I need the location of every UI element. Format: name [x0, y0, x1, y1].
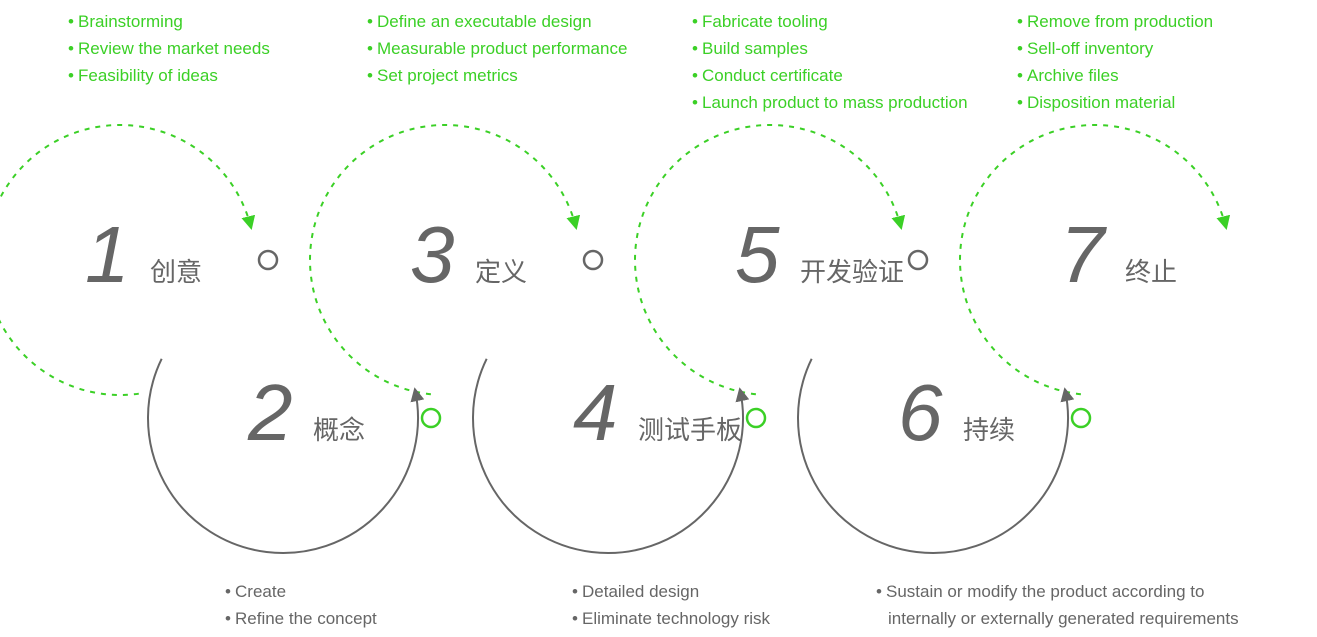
bullet-text: Conduct certificate	[702, 66, 843, 85]
bullet-text: Eliminate technology risk	[582, 609, 770, 628]
stage-label-4: 测试手板	[638, 410, 742, 447]
stage-number-2: 2	[248, 373, 293, 453]
bullet: •Brainstorming	[68, 8, 270, 35]
bullet-text: Detailed design	[582, 582, 699, 601]
bullet: •Refine the concept	[225, 605, 377, 632]
bullet-dot: •	[692, 35, 702, 62]
stage-number-4: 4	[573, 373, 618, 453]
bullet: •Review the market needs	[68, 35, 270, 62]
bullet: internally or externally generated requi…	[870, 605, 1239, 632]
bullet-dot: •	[572, 578, 582, 605]
stage-7-bullets: •Remove from production•Sell-off invento…	[1017, 8, 1213, 116]
bullet: •Remove from production	[1017, 8, 1213, 35]
stage-label-6: 持续	[963, 410, 1015, 447]
bullet-dot: •	[367, 8, 377, 35]
bullet-text: Brainstorming	[78, 12, 183, 31]
stage-1-bullets: •Brainstorming•Review the market needs•F…	[68, 8, 270, 89]
bullet-dot: •	[68, 62, 78, 89]
stage-label-5: 开发验证	[800, 252, 904, 289]
bullet-dot: •	[1017, 62, 1027, 89]
bullet: •Eliminate technology risk	[572, 605, 770, 632]
bullet: •Detailed design	[572, 578, 770, 605]
bullet-dot: •	[692, 8, 702, 35]
process-diagram: 1创意•Brainstorming•Review the market need…	[0, 0, 1317, 637]
bullet: •Create	[225, 578, 377, 605]
bullet-text: Review the market needs	[78, 39, 270, 58]
bullet-text: Measurable product performance	[377, 39, 627, 58]
bullet-text: Disposition material	[1027, 93, 1175, 112]
bullet: •Set project metrics	[367, 62, 627, 89]
bullet-dot: •	[225, 605, 235, 632]
bullet-text: Refine the concept	[235, 609, 377, 628]
stage-2-bullets: •Create•Refine the concept	[225, 578, 377, 632]
bullet: •Fabricate tooling	[692, 8, 968, 35]
stage-number-6: 6	[898, 373, 943, 453]
stage-6-bullets: •Sustain or modify the product according…	[870, 578, 1239, 632]
stage-5-bullets: •Fabricate tooling•Build samples•Conduct…	[692, 8, 968, 116]
bullet: •Measurable product performance	[367, 35, 627, 62]
stage-label-1: 创意	[150, 252, 202, 289]
bullet-dot: •	[68, 35, 78, 62]
bullet-text: Create	[235, 582, 286, 601]
bullet: •Feasibility of ideas	[68, 62, 270, 89]
stage-4-bullets: •Detailed design•Eliminate technology ri…	[572, 578, 770, 632]
stage-number-7: 7	[1060, 215, 1105, 295]
bullet-dot: •	[68, 8, 78, 35]
stage-label-7: 终止	[1125, 252, 1177, 289]
stage-3-bullets: •Define an executable design•Measurable …	[367, 8, 627, 89]
bullet-text: Define an executable design	[377, 12, 592, 31]
stage-label-2: 概念	[313, 410, 365, 447]
bullet-dot: •	[1017, 35, 1027, 62]
bullet-text: Sustain or modify the product according …	[886, 582, 1204, 601]
bullet: •Sell-off inventory	[1017, 35, 1213, 62]
stage-label-3: 定义	[475, 252, 527, 289]
bullet: •Launch product to mass production	[692, 89, 968, 116]
bullet-dot: •	[1017, 8, 1027, 35]
bullet-dot: •	[367, 35, 377, 62]
bullet-text: Remove from production	[1027, 12, 1213, 31]
bullet-dot: •	[1017, 89, 1027, 116]
bullet-dot: •	[876, 578, 886, 605]
bullet-text: Build samples	[702, 39, 808, 58]
bullet: •Conduct certificate	[692, 62, 968, 89]
bullet-dot: •	[572, 605, 582, 632]
bullet: •Archive files	[1017, 62, 1213, 89]
bullet-dot: •	[367, 62, 377, 89]
bullet-text: Set project metrics	[377, 66, 518, 85]
bullet-text: Sell-off inventory	[1027, 39, 1153, 58]
bullet-dot: •	[692, 62, 702, 89]
bullet: •Sustain or modify the product according…	[876, 578, 1239, 605]
bullet-text: Archive files	[1027, 66, 1119, 85]
bullet-text: Feasibility of ideas	[78, 66, 218, 85]
bullet-text: Launch product to mass production	[702, 93, 968, 112]
bullet-text: Fabricate tooling	[702, 12, 828, 31]
bullet: •Build samples	[692, 35, 968, 62]
stage-number-1: 1	[85, 215, 130, 295]
stage-number-5: 5	[735, 215, 780, 295]
bullet: •Disposition material	[1017, 89, 1213, 116]
bullet-text: internally or externally generated requi…	[888, 609, 1239, 628]
bullet-dot: •	[692, 89, 702, 116]
bullet: •Define an executable design	[367, 8, 627, 35]
bullet-dot: •	[225, 578, 235, 605]
stage-number-3: 3	[410, 215, 455, 295]
